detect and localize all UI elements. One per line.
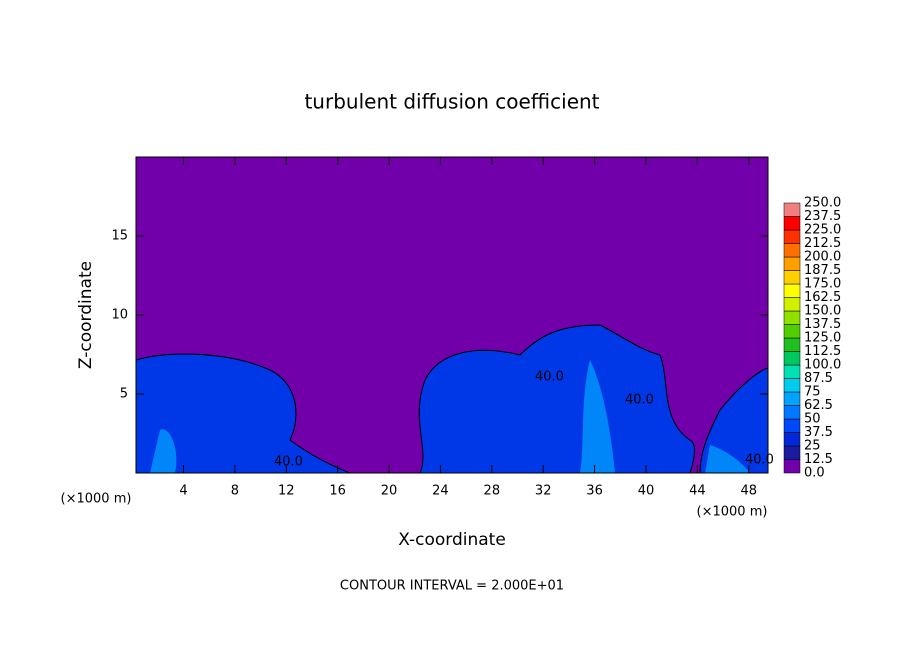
x-tick-label: 16	[329, 484, 346, 499]
colorbar-label: 250.0	[804, 196, 841, 211]
colorbar-band	[783, 256, 801, 271]
colorbar-band	[783, 297, 801, 312]
x-tick-label: 44	[689, 484, 706, 499]
highlight	[150, 429, 177, 473]
y-axis-label: Z-coordinate	[76, 261, 96, 369]
colorbar-label: 25	[804, 439, 821, 454]
chart-title: turbulent diffusion coefficient	[304, 90, 599, 114]
y-tick-label: 5	[120, 387, 128, 402]
footnote: CONTOUR INTERVAL = 2.000E+01	[340, 579, 564, 594]
colorbar-label: 75	[804, 385, 821, 400]
colorbar-band	[783, 229, 801, 244]
field-shapes	[135, 324, 769, 474]
colorbar-label: 12.5	[804, 452, 833, 467]
x-unit: (×1000 m)	[61, 492, 132, 507]
contour-label: 40.0	[274, 455, 303, 470]
colorbar-band	[783, 405, 801, 420]
x-tick-label: 8	[231, 484, 239, 499]
colorbar-band	[783, 364, 801, 379]
x-tick-label: 48	[740, 484, 757, 499]
field-highlights	[150, 360, 750, 473]
colorbar-band	[783, 445, 801, 460]
colorbar-band	[783, 283, 801, 298]
colorbar-band	[783, 432, 801, 447]
x-tick-label: 4	[179, 484, 187, 499]
colorbar-band	[783, 351, 801, 366]
contour-label: 40.0	[625, 393, 654, 408]
colorbar-label: 112.5	[804, 344, 841, 359]
colorbar-label: 225.0	[804, 223, 841, 238]
x-tick-label: 28	[484, 484, 501, 499]
colorbar-band	[783, 391, 801, 406]
colorbar-band	[783, 202, 801, 217]
colorbar-label: 137.5	[804, 317, 841, 332]
colorbar-band	[783, 378, 801, 393]
colorbar-band	[783, 243, 801, 258]
colorbar-label: 237.5	[804, 209, 841, 224]
colorbar-label: 175.0	[804, 277, 841, 292]
colorbar-label: 0.0	[804, 466, 825, 481]
colorbar-band	[783, 324, 801, 339]
x-tick-label: 40	[638, 484, 655, 499]
x-tick-label: 12	[278, 484, 295, 499]
contour-label: 40.0	[745, 453, 774, 468]
colorbar-band	[783, 270, 801, 285]
colorbar-band	[783, 216, 801, 231]
x-tick-label: 32	[535, 484, 552, 499]
colorbar-label: 87.5	[804, 371, 833, 386]
colorbar-label: 50	[804, 412, 821, 427]
colorbar-label: 200.0	[804, 250, 841, 265]
highlight	[580, 360, 615, 473]
y-tick-label: 15	[111, 229, 128, 244]
x-axis-label: X-coordinate	[398, 530, 506, 550]
colorbar-label: 187.5	[804, 263, 841, 278]
x-tick-label: 20	[381, 484, 398, 499]
colorbar-band	[783, 310, 801, 325]
colorbar-label: 212.5	[804, 236, 841, 251]
x-unit: (×1000 m)	[697, 505, 768, 520]
x-tick-label: 36	[586, 484, 603, 499]
colorbar-band	[783, 337, 801, 352]
colorbar-label: 100.0	[804, 358, 841, 373]
y-tick-label: 10	[111, 308, 128, 323]
turbulent-region	[135, 353, 351, 474]
contour-label: 40.0	[535, 370, 564, 385]
colorbar-band	[783, 459, 801, 474]
colorbar-label: 150.0	[804, 304, 841, 319]
colorbar-label: 62.5	[804, 398, 833, 413]
colorbar-band	[783, 418, 801, 433]
colorbar-label: 125.0	[804, 331, 841, 346]
highlight	[705, 445, 750, 473]
x-tick-label: 24	[432, 484, 449, 499]
colorbar-label: 37.5	[804, 425, 833, 440]
colorbar-label: 162.5	[804, 290, 841, 305]
